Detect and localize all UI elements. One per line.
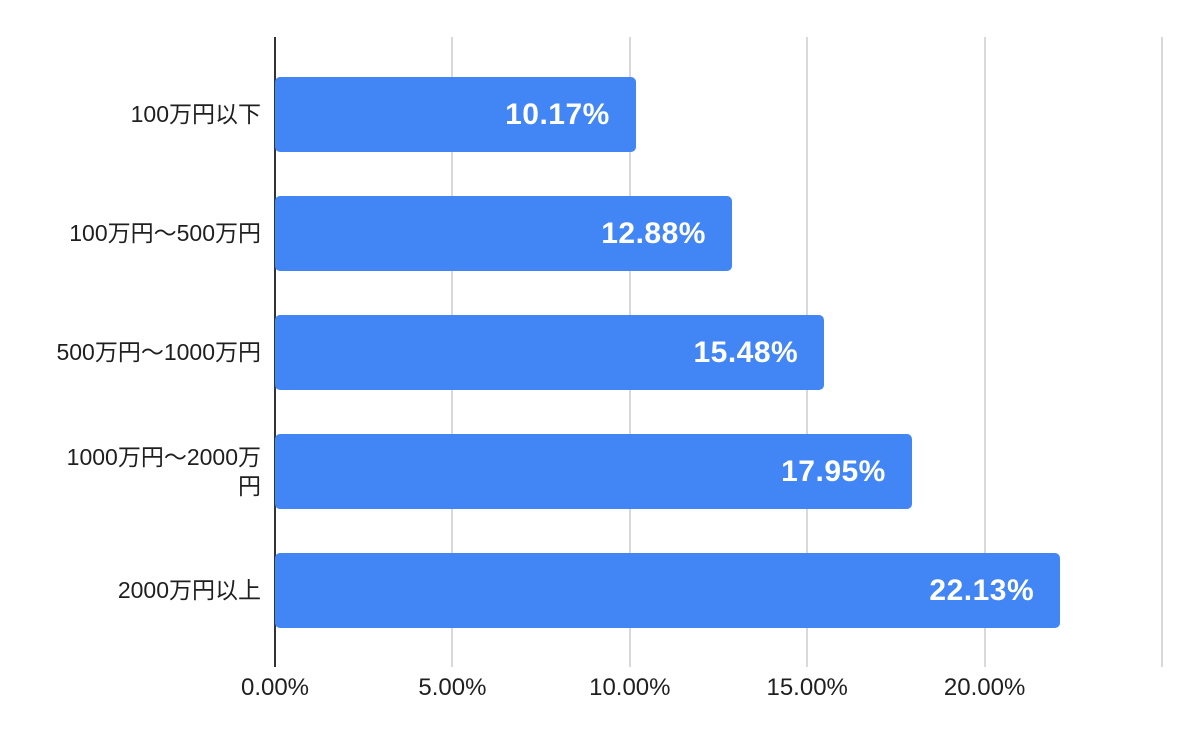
category-label: 100万円〜500万円 [69,220,261,247]
bar-value-label: 17.95% [781,454,886,488]
gridline [1161,37,1163,667]
bar: 15.48% [275,315,825,390]
bar-value-label: 10.17% [505,97,610,131]
bar-value-label: 15.48% [693,335,799,369]
category-label: 100万円以下 [130,101,261,128]
bar-value-label: 12.88% [601,216,706,250]
bar-area: 12.88% [275,174,1162,293]
x-tick-label: 20.00% [943,674,1026,701]
bar-area: 15.48% [275,293,1162,412]
chart-row: 100万円以下 10.17% [0,55,1162,174]
bar-area: 17.95% [275,412,1162,531]
bar-value-label: 22.13% [929,573,1035,607]
chart-row: 2000万円以上 22.13% [0,531,1162,650]
x-tick-label: 10.00% [589,674,671,701]
chart-rows: 100万円以下 10.17% 100万円〜500万円 12.88% 500万円〜1000… [0,55,1162,650]
bar-area: 22.13% [275,531,1162,650]
bar: 17.95% [275,434,912,509]
bar: 12.88% [275,196,732,271]
category-label: 1000万円〜2000万 円 [66,443,261,499]
x-axis-tick-labels: 0.00% 5.00% 10.00% 15.00% 20.00% [241,674,1162,704]
bar: 10.17% [275,77,636,152]
category-label: 500万円〜1000万円 [56,339,261,366]
category-label: 2000万円以上 [117,577,261,604]
x-tick-label: 0.00% [240,674,310,701]
x-tick-label: 5.00% [418,674,487,701]
x-tick-label: 15.00% [766,674,848,701]
bar-area: 10.17% [275,55,1162,174]
chart-row: 1000万円〜2000万 円 17.95% [0,412,1162,531]
bar: 22.13% [275,553,1061,628]
chart-row: 100万円〜500万円 12.88% [0,174,1162,293]
chart-row: 500万円〜1000万円 15.48% [0,293,1162,412]
gridline [983,37,986,667]
